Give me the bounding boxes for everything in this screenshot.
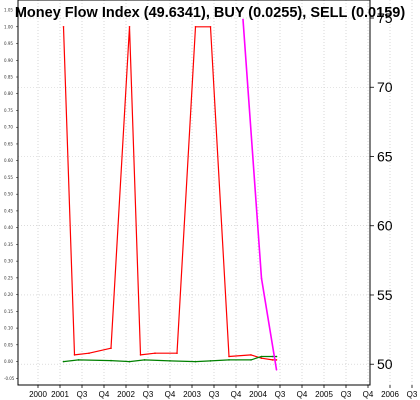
data-point [73,354,76,356]
left-tick-label: 0.30 [4,259,13,264]
data-point [139,354,142,356]
left-tick-label: 0.70 [4,125,13,130]
right-tick-label: 50 [377,356,393,372]
right-tick-label: 55 [377,287,393,303]
x-tick-label: Q3 [275,390,286,399]
data-point [228,359,230,361]
x-tick-label: Q4 [231,390,242,399]
left-tick-label: 0.60 [4,158,13,163]
left-tick-label: 0.55 [4,175,13,180]
data-point [271,355,274,358]
data-point [250,359,252,361]
left-tick-label: 0.80 [4,91,13,96]
left-tick-label: 1.00 [4,24,13,29]
x-tick-label: 2002 [117,390,135,399]
x-tick-label: Q3 [209,390,220,399]
x-tick-label: 2004 [249,390,267,399]
data-point [128,360,131,363]
data-point [275,369,278,371]
x-tick-label: Q4 [297,390,308,399]
x-axis-ticks: 2000 2001 Q3 Q4 2002 Q3 Q4 2003 Q3 Q4 2004 Q3 Q4 2005… [29,385,418,399]
left-tick-label: 0.15 [4,309,13,314]
x-tick-label: Q4 [165,390,176,399]
data-point [110,347,112,350]
data-point [154,352,156,355]
left-tick-label: 0.65 [4,141,13,146]
x-tick-label: Q3 [341,390,352,399]
right-tick-label: 60 [377,218,393,234]
data-point [62,360,65,363]
left-tick-label: 0.45 [4,208,13,213]
right-tick-label: 70 [377,79,393,95]
data-point [128,26,131,28]
right-tick-label: 75 [377,10,393,26]
series-line-3 [242,19,278,370]
left-tick-label: 0.50 [4,192,13,197]
data-point [260,355,263,358]
x-tick-label: 2006 [381,390,399,399]
data-point [260,357,263,360]
left-tick-label: 1.05 [4,8,13,13]
x-tick-label: Q4 [363,390,374,399]
left-tick-label: 0.25 [4,275,13,280]
data-point [176,352,178,355]
data-point [275,359,278,361]
left-tick-label: 0.35 [4,242,13,247]
x-tick-label: 2003 [183,390,201,399]
data-point [169,360,171,362]
left-tick-label: 0.00 [4,359,13,364]
data-point [228,355,230,358]
data-point [62,26,65,28]
x-tick-label: Q4 [99,390,110,399]
left-tick-label: 0.05 [4,342,13,347]
left-tick-label: 0.10 [4,326,13,331]
left-tick-label: 0.85 [4,75,13,80]
chart-title: Money Flow Index (49.6341), BUY (0.0255)… [15,5,405,21]
left-tick-label: 0.75 [4,108,13,113]
data-point [271,359,274,361]
data-point [260,277,263,280]
data-point [77,359,80,361]
left-tick-label: 0.90 [4,58,13,63]
data-point [209,26,212,28]
right-axis-ticks: 50 55 60 65 70 75 [370,10,393,372]
data-point [194,26,197,28]
series-lines [62,18,278,371]
x-tick-label: Q3 [143,390,154,399]
data-point [209,360,212,362]
left-tick-label: 0.40 [4,225,13,230]
plot-frame [17,0,371,386]
left-tick-label: -0.05 [4,376,15,381]
left-tick-label: 0.20 [4,292,13,297]
x-tick-label: 2001 [51,390,69,399]
right-tick-label: 65 [377,148,393,164]
data-point [275,355,278,358]
data-point [250,354,252,356]
data-point [242,18,244,21]
left-tick-label: 0.95 [4,41,13,46]
data-point [143,359,146,361]
data-point [194,360,197,363]
grid-lines [18,0,413,385]
data-point [88,352,90,355]
x-tick-label: 2005 [315,390,333,399]
x-tick-label: 2000 [29,390,47,399]
x-tick-label: Q3 [77,390,88,399]
left-axis-ticks: -0.05 0.00 0.05 0.10 0.15 0.20 0.25 0.30 0.35 0.4… [4,8,18,381]
data-point [110,359,112,362]
x-tick-label: Q3 [407,390,418,399]
